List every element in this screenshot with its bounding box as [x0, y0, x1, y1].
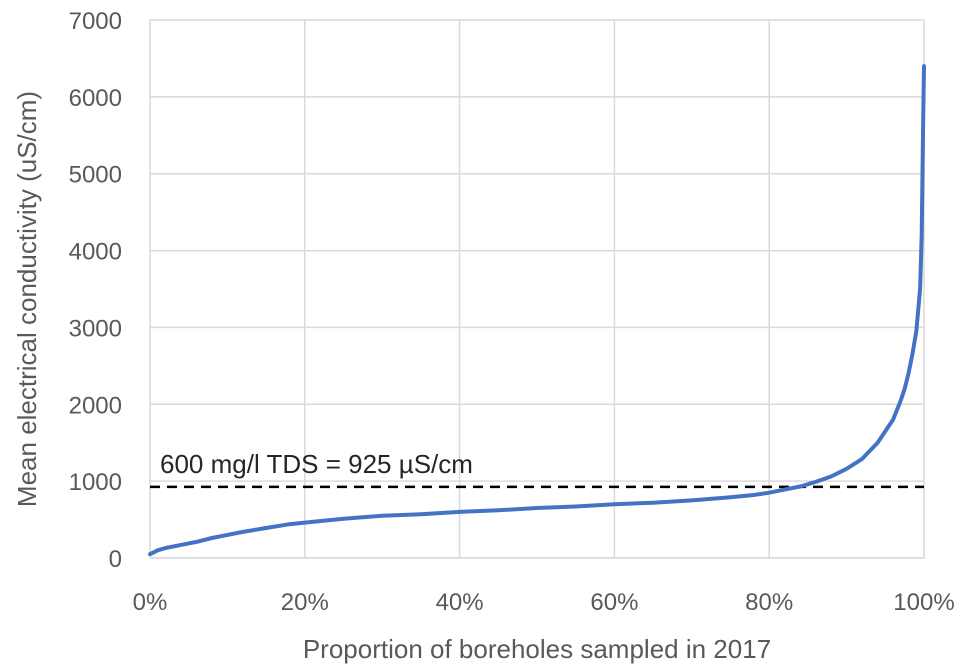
y-tick-label: 7000	[69, 8, 122, 35]
x-tick-label: 0%	[133, 589, 168, 616]
y-axis-title: Mean electrical conductivity (uS/cm)	[12, 91, 42, 507]
y-tick-label: 3000	[69, 315, 122, 342]
x-tick-label: 80%	[745, 589, 793, 616]
series-group	[148, 64, 926, 557]
x-tick-label: 40%	[436, 589, 484, 616]
y-axis-tick-labels: 0 1000 2000 3000 4000 5000 6000 7000	[69, 8, 122, 573]
reference-line-label: 600 mg/l TDS = 925 µS/cm	[160, 449, 473, 479]
x-axis-title: Proportion of boreholes sampled in 2017	[303, 634, 771, 664]
y-tick-label: 0	[109, 546, 122, 573]
y-tick-label: 2000	[69, 392, 122, 419]
x-tick-label: 100%	[893, 589, 954, 616]
y-tick-label: 5000	[69, 162, 122, 189]
x-tick-label: 20%	[281, 589, 329, 616]
x-tick-label: 60%	[590, 589, 638, 616]
gridlines	[149, 19, 925, 559]
y-tick-label: 4000	[69, 239, 122, 266]
series-line	[148, 64, 926, 557]
y-tick-label: 1000	[69, 469, 122, 496]
x-axis-tick-labels: 0% 20% 40% 60% 80% 100%	[133, 589, 955, 616]
y-tick-label: 6000	[69, 85, 122, 112]
